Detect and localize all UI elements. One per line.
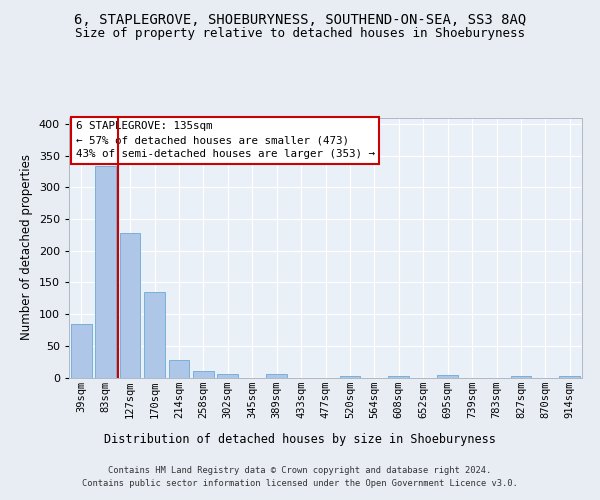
Bar — [71, 324, 92, 378]
Bar — [437, 375, 458, 378]
Bar — [340, 376, 361, 378]
Text: Size of property relative to detached houses in Shoeburyness: Size of property relative to detached ho… — [75, 28, 525, 40]
Bar — [217, 374, 238, 378]
Bar — [119, 233, 140, 378]
Bar — [559, 376, 580, 378]
Bar — [388, 376, 409, 378]
Text: Distribution of detached houses by size in Shoeburyness: Distribution of detached houses by size … — [104, 432, 496, 446]
Bar — [266, 374, 287, 378]
Bar — [95, 166, 116, 378]
Text: Contains HM Land Registry data © Crown copyright and database right 2024.: Contains HM Land Registry data © Crown c… — [109, 466, 491, 475]
Text: Contains public sector information licensed under the Open Government Licence v3: Contains public sector information licen… — [82, 479, 518, 488]
Text: 6 STAPLEGROVE: 135sqm
← 57% of detached houses are smaller (473)
43% of semi-det: 6 STAPLEGROVE: 135sqm ← 57% of detached … — [76, 122, 374, 160]
Bar — [144, 292, 165, 378]
Text: 6, STAPLEGROVE, SHOEBURYNESS, SOUTHEND-ON-SEA, SS3 8AQ: 6, STAPLEGROVE, SHOEBURYNESS, SOUTHEND-O… — [74, 12, 526, 26]
Bar — [511, 376, 532, 378]
Bar — [169, 360, 190, 378]
Y-axis label: Number of detached properties: Number of detached properties — [20, 154, 33, 340]
Bar — [193, 371, 214, 378]
